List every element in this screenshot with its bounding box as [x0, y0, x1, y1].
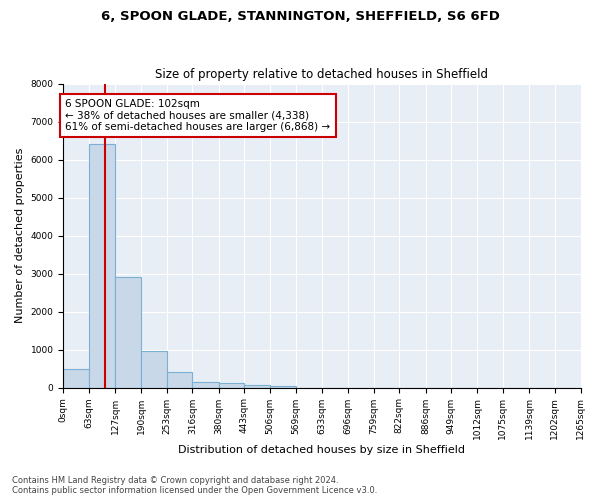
- Text: Contains HM Land Registry data © Crown copyright and database right 2024.
Contai: Contains HM Land Registry data © Crown c…: [12, 476, 377, 495]
- Bar: [89, 144, 115, 388]
- Bar: [63, 369, 89, 388]
- Text: 6 SPOON GLADE: 102sqm
← 38% of detached houses are smaller (4,338)
61% of semi-d: 6 SPOON GLADE: 102sqm ← 38% of detached …: [65, 99, 331, 132]
- Bar: [193, 382, 218, 388]
- Y-axis label: Number of detached properties: Number of detached properties: [15, 148, 25, 324]
- Bar: [141, 352, 167, 388]
- Title: Size of property relative to detached houses in Sheffield: Size of property relative to detached ho…: [155, 68, 488, 81]
- Text: 6, SPOON GLADE, STANNINGTON, SHEFFIELD, S6 6FD: 6, SPOON GLADE, STANNINGTON, SHEFFIELD, …: [101, 10, 499, 23]
- Bar: [115, 278, 141, 388]
- Bar: [218, 383, 244, 388]
- Bar: [167, 372, 193, 388]
- Bar: [244, 384, 270, 388]
- X-axis label: Distribution of detached houses by size in Sheffield: Distribution of detached houses by size …: [178, 445, 466, 455]
- Bar: [270, 386, 296, 388]
